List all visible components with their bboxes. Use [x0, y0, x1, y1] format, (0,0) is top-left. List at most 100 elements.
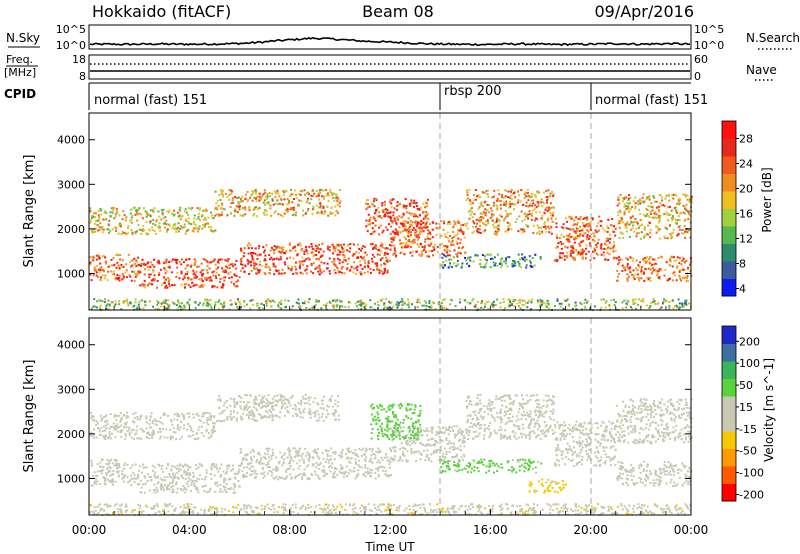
power-colorbar-seg-6	[722, 191, 736, 209]
nsky-right-tick-bottom: 10^0	[694, 39, 724, 52]
power-band-2	[139, 257, 241, 289]
power-ytick-2: 2000	[57, 223, 85, 236]
velocity-ytick-1: 1000	[57, 472, 85, 485]
power-colorbar-tick-1: 28	[739, 133, 753, 146]
velocity-colorbar-seg-3	[722, 448, 736, 467]
power-band-7	[615, 255, 693, 283]
power-colorbar-seg-2	[722, 261, 736, 279]
power-colorbar-seg-9	[722, 138, 736, 157]
x-tick-7: 00:00	[674, 523, 709, 537]
cpid-panel: CPID normal (fast) 151 rbsp 200 normal (…	[4, 82, 708, 110]
x-tick-5: 16:00	[473, 523, 508, 537]
x-tick-2: 04:00	[172, 523, 207, 537]
cpid-label: CPID	[4, 87, 36, 101]
power-colorbar: 28 24 20 16 12 8 4	[721, 120, 753, 297]
nsky-left-tick-top: 10^5	[56, 23, 86, 36]
power-colorbar-seg-8	[722, 156, 736, 174]
freq-right-tick-bottom: 0	[694, 70, 701, 83]
velocity-colorbar-seg-1	[722, 483, 736, 502]
power-colorbar-seg-4	[722, 226, 736, 244]
velocity-band-13	[615, 398, 693, 445]
power-colorbar-seg-1	[722, 278, 736, 297]
velocity-colorbar-seg-6	[722, 396, 736, 414]
velocity-colorbar-seg-10	[722, 326, 736, 344]
velocity-band-14	[89, 503, 692, 517]
velocity-band-6	[553, 420, 618, 468]
power-scatter	[89, 188, 693, 312]
power-band-4	[390, 220, 468, 258]
velocity-colorbar-seg-2	[722, 466, 736, 484]
nsky-noise-trace	[89, 36, 691, 47]
velocity-panel: 1000 2000 3000 4000 00:00 04:00 08:00 12:00 16:…	[22, 306, 776, 554]
cpid-segment-3: normal (fast) 151	[595, 93, 708, 108]
beam-title: Beam 08	[362, 2, 434, 21]
freq-label: Freq.	[6, 53, 33, 66]
station-title: Hokkaido (fitACF)	[92, 2, 231, 21]
velocity-ylabel: Slant Range [km]	[22, 360, 37, 473]
power-band-9	[214, 188, 342, 218]
power-ytick-3: 3000	[57, 178, 85, 191]
power-ytick-4: 4000	[57, 134, 85, 147]
velocity-colorbar-tick-7: -100	[739, 467, 764, 480]
power-band-11	[440, 253, 542, 269]
power-band-5	[465, 188, 555, 236]
nsky-right-tick-top: 10^5	[694, 23, 724, 36]
power-band-13	[90, 298, 692, 312]
velocity-band-11	[440, 458, 543, 474]
power-colorbar-label: Power [dB]	[760, 167, 774, 232]
velocity-colorbar-tick-4: 15	[739, 401, 753, 414]
power-colorbar-seg-3	[722, 243, 736, 262]
freq-left-tick-bottom: 8	[79, 70, 86, 83]
power-colorbar-seg-7	[722, 173, 736, 192]
velocity-colorbar-tick-3: 50	[739, 379, 753, 392]
nsky-left-tick-bottom: 10^0	[56, 39, 86, 52]
velocity-colorbar-seg-9	[722, 343, 736, 362]
cpid-segment-2: rbsp 200	[444, 84, 502, 99]
power-ytick-1: 1000	[57, 267, 85, 280]
nave-label: Nave	[746, 63, 777, 77]
velocity-colorbar-seg-5	[722, 413, 736, 432]
power-band-3	[239, 242, 392, 276]
power-colorbar-tick-2: 24	[739, 158, 753, 171]
velocity-colorbar-tick-2: 100	[739, 357, 760, 370]
velocity-y-axis: 1000 2000 3000 4000	[57, 339, 691, 485]
velocity-colorbar-seg-4	[722, 431, 736, 449]
power-colorbar-tick-6: 8	[739, 258, 746, 271]
cpid-segment-1: normal (fast) 151	[94, 93, 207, 108]
velocity-colorbar-seg-8	[722, 361, 736, 379]
freq-unit-label: [MHz]	[4, 66, 36, 79]
power-colorbar-seg-10	[722, 121, 736, 139]
date-title: 09/Apr/2016	[594, 2, 694, 21]
velocity-band-2	[139, 462, 241, 494]
velocity-band-10	[369, 402, 422, 441]
power-y-axis: 1000 2000 3000 4000	[57, 134, 691, 280]
velocity-band-1	[90, 458, 141, 487]
velocity-colorbar-tick-8: -200	[739, 488, 764, 501]
velocity-band-8	[89, 411, 217, 441]
power-colorbar-tick-5: 12	[739, 233, 753, 246]
velocity-colorbar-seg-7	[722, 378, 736, 397]
freq-left-tick-top: 18	[72, 53, 86, 66]
x-tick-1: 00:00	[72, 523, 107, 537]
velocity-band-7	[616, 460, 693, 488]
x-tick-3: 08:00	[272, 523, 307, 537]
power-panel: 1000 2000 3000 4000 Slant Range [km] 28 24 20…	[22, 112, 774, 312]
freq-right-tick-top: 60	[694, 53, 708, 66]
velocity-band-5	[465, 393, 555, 441]
power-band-1	[89, 253, 141, 283]
power-band-6	[553, 215, 617, 263]
power-colorbar-tick-7: 4	[739, 283, 746, 296]
nsearch-label: N.Search	[746, 31, 800, 45]
velocity-colorbar-tick-5: -15	[739, 423, 757, 436]
power-ylabel: Slant Range [km]	[22, 155, 37, 268]
freq-panel: Freq. [MHz] 18 8 60 0 Nave	[4, 53, 777, 83]
power-colorbar-seg-5	[722, 208, 736, 227]
power-colorbar-tick-4: 16	[739, 208, 753, 221]
velocity-band-9	[215, 393, 340, 423]
velocity-colorbar-tick-6: -50	[739, 445, 757, 458]
velocity-ytick-3: 3000	[57, 383, 85, 396]
velocity-scatter	[89, 393, 693, 517]
velocity-x-axis: 00:00 04:00 08:00 12:00 16:00 20:00 00:00	[72, 306, 709, 537]
velocity-band-4	[390, 425, 466, 463]
